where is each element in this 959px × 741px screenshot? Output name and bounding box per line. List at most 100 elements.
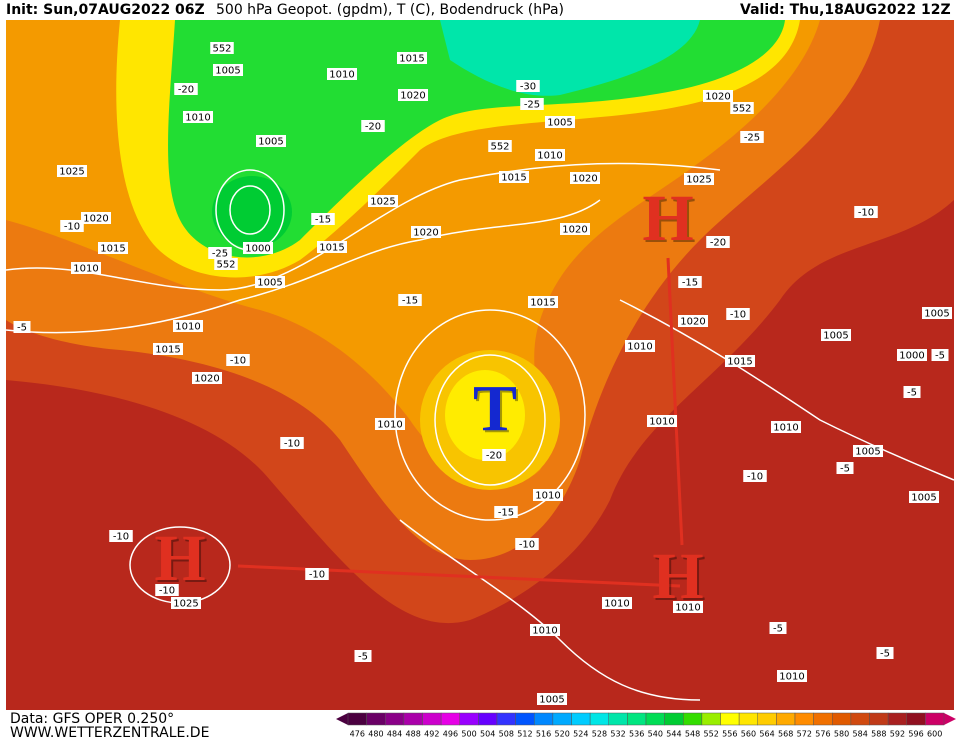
colorbar-label: 560 bbox=[741, 730, 756, 739]
colorbar-swatch bbox=[385, 712, 405, 726]
label-box bbox=[743, 470, 767, 482]
colorbar-label: 580 bbox=[834, 730, 849, 739]
colorbar-label: 488 bbox=[406, 730, 421, 739]
label-box bbox=[769, 622, 787, 634]
colorbar-arrow-right bbox=[944, 713, 956, 725]
label-box bbox=[703, 90, 733, 102]
temperature-label: -10 bbox=[519, 540, 535, 551]
label-box bbox=[13, 321, 31, 333]
label-box bbox=[60, 220, 84, 232]
label-box bbox=[354, 650, 372, 662]
colorbar-swatch bbox=[608, 712, 628, 726]
colorbar-swatch bbox=[645, 712, 665, 726]
label-box bbox=[173, 320, 203, 332]
colorbar-swatch bbox=[850, 712, 870, 726]
colorbar-label: 572 bbox=[797, 730, 812, 739]
colorbar-swatch bbox=[627, 712, 647, 726]
label-box bbox=[397, 52, 427, 64]
colorbar-swatch bbox=[589, 712, 609, 726]
map-labels: 552 1005 1010 1015 -20 1010 1020 -30 -25 1005 1020… bbox=[13, 42, 952, 706]
colorbar-label: 544 bbox=[666, 730, 681, 739]
label-box bbox=[836, 462, 854, 474]
colorbar-label: 492 bbox=[424, 730, 439, 739]
colorbar-swatch bbox=[459, 712, 479, 726]
cold-core bbox=[212, 176, 292, 248]
temperature-label: -15 bbox=[315, 215, 331, 226]
colorbar-swatch bbox=[515, 712, 535, 726]
colorbar-label: 596 bbox=[908, 730, 923, 739]
pressure-label: 552 bbox=[212, 44, 231, 55]
colorbar-label: 576 bbox=[815, 730, 830, 739]
pressure-label: 1010 bbox=[649, 417, 674, 428]
label-box bbox=[853, 445, 883, 457]
pressure-label: 1010 bbox=[535, 491, 560, 502]
label-box bbox=[368, 195, 398, 207]
colorbar-swatch bbox=[869, 712, 889, 726]
temperature-label: -10 bbox=[747, 472, 763, 483]
colorbar-label: 528 bbox=[592, 730, 607, 739]
valid-label: Valid: Thu,18AUG2022 12Z bbox=[740, 2, 951, 18]
label-box bbox=[411, 226, 441, 238]
colorbar-label: 588 bbox=[871, 730, 886, 739]
colorbar-swatch bbox=[496, 712, 516, 726]
map bbox=[5, 20, 955, 710]
label-box bbox=[876, 647, 894, 659]
label-box bbox=[155, 584, 179, 596]
label-box bbox=[153, 343, 183, 355]
low-core-inner bbox=[445, 370, 525, 460]
temperature-label: -5 bbox=[907, 388, 917, 399]
colorbar-label: 536 bbox=[629, 730, 644, 739]
temperature-label: -25 bbox=[212, 249, 228, 260]
colorbar-label: 600 bbox=[927, 730, 942, 739]
center-shadow: H bbox=[654, 542, 705, 615]
init-label: Init: Sun,07AUG2022 06Z bbox=[6, 2, 205, 18]
pressure-label: 1020 bbox=[572, 174, 597, 185]
colorbar-swatch bbox=[832, 712, 852, 726]
pressure-label: 1020 bbox=[562, 225, 587, 236]
temperature-label: -20 bbox=[486, 451, 502, 462]
temperature-label: -5 bbox=[840, 464, 850, 475]
low-marker: T bbox=[473, 372, 517, 445]
temperature-label: -10 bbox=[64, 222, 80, 233]
isobars bbox=[5, 162, 955, 701]
pressure-label: 1005 bbox=[539, 695, 564, 706]
label-box bbox=[515, 538, 539, 550]
label-box bbox=[678, 276, 702, 288]
colorbar-swatch bbox=[925, 712, 945, 726]
colorbar-label: 548 bbox=[685, 730, 700, 739]
pressure-label: 1020 bbox=[680, 317, 705, 328]
colorbar-swatch bbox=[738, 712, 758, 726]
pressure-label: 1020 bbox=[83, 214, 108, 225]
label-box bbox=[647, 415, 677, 427]
label-box bbox=[740, 131, 764, 143]
label-box bbox=[777, 670, 807, 682]
pressure-label: 1025 bbox=[173, 599, 198, 610]
colorbar-label: 512 bbox=[517, 730, 532, 739]
temperature-label: -5 bbox=[358, 652, 368, 663]
pressure-label: 1010 bbox=[175, 322, 200, 333]
label-box bbox=[243, 242, 273, 254]
pressure-label: 1005 bbox=[215, 66, 240, 77]
label-box bbox=[57, 165, 87, 177]
label-box bbox=[305, 568, 329, 580]
pressure-label: 1015 bbox=[727, 357, 752, 368]
label-box bbox=[255, 276, 285, 288]
colorbar-swatch bbox=[403, 712, 423, 726]
temperature-label: -25 bbox=[524, 100, 540, 111]
label-box bbox=[499, 171, 529, 183]
colorbar-arrow-left bbox=[336, 713, 348, 725]
label-box bbox=[482, 449, 506, 461]
label-box bbox=[821, 329, 851, 341]
temperature-label: -30 bbox=[520, 82, 536, 93]
label-box bbox=[897, 349, 927, 361]
temperature-label: -25 bbox=[744, 133, 760, 144]
temperature-label: -10 bbox=[284, 439, 300, 450]
colorbar-label: 584 bbox=[853, 730, 868, 739]
pressure-label: 1005 bbox=[823, 331, 848, 342]
colorbar-label: 592 bbox=[890, 730, 905, 739]
pressure-label: 1010 bbox=[773, 423, 798, 434]
label-box bbox=[398, 89, 428, 101]
high-marker: H bbox=[652, 540, 703, 613]
colorbar-label: 516 bbox=[536, 730, 551, 739]
